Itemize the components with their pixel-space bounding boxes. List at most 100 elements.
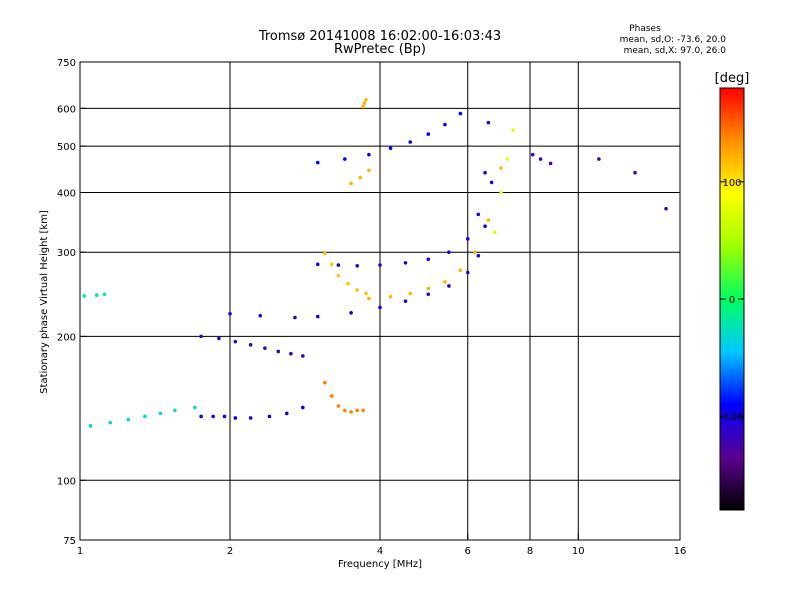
data-point	[233, 416, 238, 420]
data-point	[362, 101, 367, 105]
y-tick-label: 500	[57, 142, 76, 153]
data-point	[426, 257, 431, 262]
data-point	[489, 180, 494, 185]
y-tick-label: 750	[57, 58, 76, 69]
data-point	[315, 314, 320, 319]
stats-o: mean, sd,O: -73.6, 20.0	[620, 35, 727, 45]
data-point	[329, 262, 334, 267]
y-axis-label: Stationary phase Virtual Height [km]	[39, 210, 50, 394]
data-point	[476, 212, 481, 217]
x-axis-label: Frequency [MHz]	[338, 559, 422, 570]
x-tick-label: 10	[572, 546, 585, 557]
data-point	[289, 351, 293, 356]
data-point	[355, 288, 359, 292]
data-point	[361, 104, 365, 109]
y-tick-label: 300	[57, 248, 76, 259]
data-point	[511, 128, 515, 132]
data-point	[458, 111, 463, 116]
data-point	[538, 157, 543, 161]
data-point	[408, 140, 413, 144]
data-point	[403, 299, 408, 303]
data-point	[378, 263, 382, 267]
data-point	[301, 405, 305, 410]
y-tick-label: 100	[57, 476, 76, 487]
data-point	[483, 170, 487, 175]
data-point	[82, 294, 87, 298]
data-point	[403, 261, 408, 265]
data-point	[408, 291, 413, 296]
data-point	[343, 408, 347, 413]
data-point	[473, 250, 477, 255]
data-point	[355, 263, 359, 268]
y-tick-label: 400	[57, 188, 76, 199]
y-tick-label: 200	[57, 332, 76, 343]
data-point	[349, 410, 353, 414]
data-point	[233, 339, 238, 344]
data-point	[597, 157, 601, 161]
data-point	[158, 411, 163, 416]
data-point	[94, 293, 99, 297]
data-point	[364, 291, 368, 296]
data-point	[465, 237, 470, 241]
data-point	[499, 166, 503, 170]
data-point	[548, 161, 553, 166]
data-point	[343, 157, 347, 161]
data-point	[102, 292, 107, 297]
data-point	[199, 414, 203, 419]
data-point	[447, 250, 451, 255]
data-point	[367, 296, 371, 301]
data-point	[323, 251, 327, 256]
data-point	[88, 424, 93, 428]
data-point	[465, 270, 470, 275]
data-point	[329, 394, 334, 398]
data-point	[267, 414, 272, 419]
data-point	[263, 346, 267, 350]
stats-x: mean, sd,X: 97.0, 26.0	[624, 46, 727, 56]
data-point	[633, 170, 637, 175]
data-point	[367, 168, 371, 173]
colorbar-tick-label: 0	[729, 295, 735, 306]
colorbar-tick-label: 100	[722, 178, 741, 189]
data-point	[193, 405, 197, 410]
data-point	[388, 295, 393, 299]
data-point	[364, 98, 368, 102]
data-point	[222, 414, 227, 419]
data-point	[378, 305, 382, 310]
colorbar-tick-label: -100	[721, 412, 744, 423]
data-point	[346, 281, 350, 286]
legend-title: Phases	[629, 24, 661, 34]
x-tick-label: 2	[227, 546, 233, 557]
data-point	[426, 286, 431, 291]
data-point	[276, 349, 281, 354]
data-point	[426, 292, 431, 297]
data-point	[486, 120, 491, 125]
data-point	[301, 354, 305, 358]
data-point	[447, 284, 451, 288]
data-point	[323, 380, 327, 385]
data-point	[443, 122, 447, 127]
data-point	[355, 408, 359, 413]
y-tick-label: 75	[63, 536, 76, 547]
data-point	[173, 408, 177, 413]
data-point	[336, 273, 341, 278]
x-tick-label: 16	[674, 546, 687, 557]
data-point	[143, 414, 147, 419]
data-point	[505, 157, 509, 161]
x-tick-label: 8	[527, 546, 533, 557]
data-point	[476, 253, 481, 258]
x-tick-label: 4	[377, 546, 383, 557]
data-point	[211, 414, 215, 419]
data-point	[443, 280, 447, 284]
data-point	[248, 343, 253, 347]
colorbar-label: [deg]	[715, 71, 750, 86]
x-tick-label: 1	[77, 546, 83, 557]
data-point	[248, 416, 253, 420]
data-point	[458, 268, 463, 273]
data-point	[228, 311, 232, 316]
y-tick-label: 600	[57, 104, 76, 115]
data-point	[530, 152, 535, 157]
data-point	[367, 152, 371, 157]
chart-title: Tromsø 20141008 16:02:00-16:03:43	[258, 29, 501, 44]
data-point	[108, 420, 113, 425]
